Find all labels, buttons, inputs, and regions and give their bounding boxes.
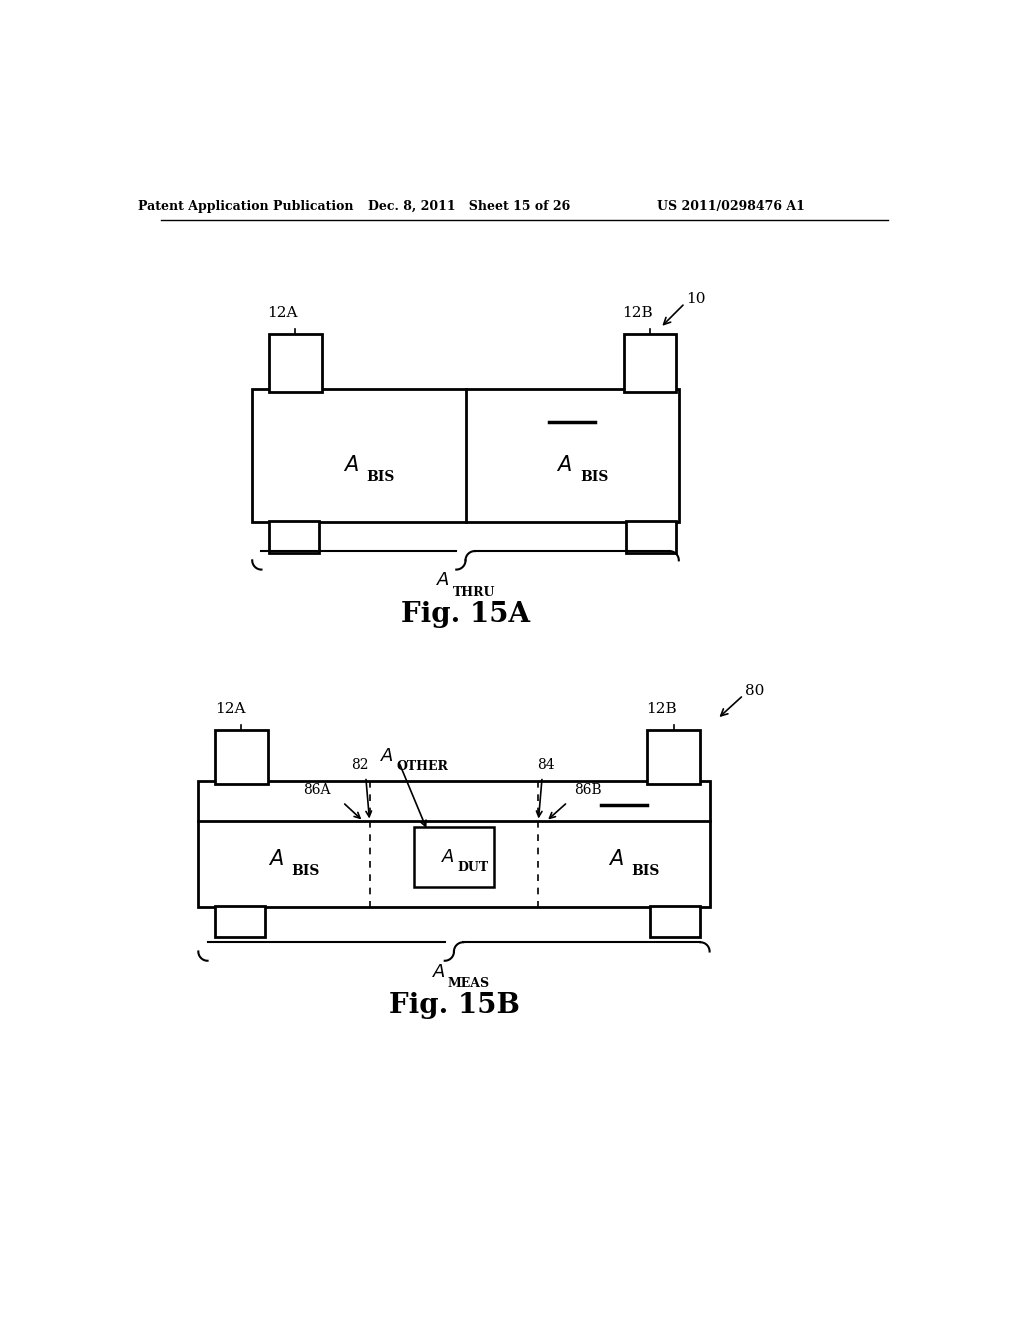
Text: MEAS: MEAS (447, 977, 489, 990)
Text: $A$: $A$ (380, 747, 393, 764)
Text: 12A: 12A (267, 306, 298, 321)
Bar (215, 730, 267, 784)
Text: $A$: $A$ (343, 455, 359, 475)
Bar (627, 521, 677, 553)
Bar (215, 906, 265, 937)
Text: 86A: 86A (303, 783, 331, 797)
Bar (252, 389, 679, 521)
Text: 12B: 12B (622, 306, 652, 321)
Bar (414, 826, 495, 887)
Bar (269, 334, 322, 392)
Text: BIS: BIS (632, 865, 660, 879)
Text: $A$: $A$ (440, 847, 455, 866)
Bar (649, 906, 699, 937)
Text: 84: 84 (538, 758, 555, 772)
Bar (199, 780, 710, 907)
Text: $A$: $A$ (556, 455, 572, 475)
Text: 80: 80 (745, 684, 764, 698)
Text: $A$: $A$ (436, 572, 451, 589)
Text: 10: 10 (686, 292, 706, 305)
Text: Patent Application Publication: Patent Application Publication (138, 199, 354, 213)
Text: US 2011/0298476 A1: US 2011/0298476 A1 (657, 199, 805, 213)
Text: BIS: BIS (292, 865, 321, 879)
Text: BIS: BIS (580, 470, 608, 484)
Text: $A$: $A$ (268, 849, 285, 869)
Bar (647, 730, 699, 784)
Text: $A$: $A$ (608, 849, 625, 869)
Text: 12A: 12A (215, 702, 246, 715)
Bar (269, 521, 319, 553)
Text: 86B: 86B (574, 783, 602, 797)
Text: Fig. 15A: Fig. 15A (401, 601, 530, 628)
Text: Dec. 8, 2011   Sheet 15 of 26: Dec. 8, 2011 Sheet 15 of 26 (369, 199, 570, 213)
Bar (625, 334, 677, 392)
Text: $A$: $A$ (432, 964, 446, 981)
Text: BIS: BIS (367, 470, 395, 484)
Text: 82: 82 (351, 758, 369, 772)
Text: OTHER: OTHER (396, 760, 449, 772)
Text: 12B: 12B (646, 702, 677, 715)
Text: THRU: THRU (453, 586, 495, 599)
Text: Fig. 15B: Fig. 15B (388, 991, 519, 1019)
Text: DUT: DUT (458, 861, 488, 874)
